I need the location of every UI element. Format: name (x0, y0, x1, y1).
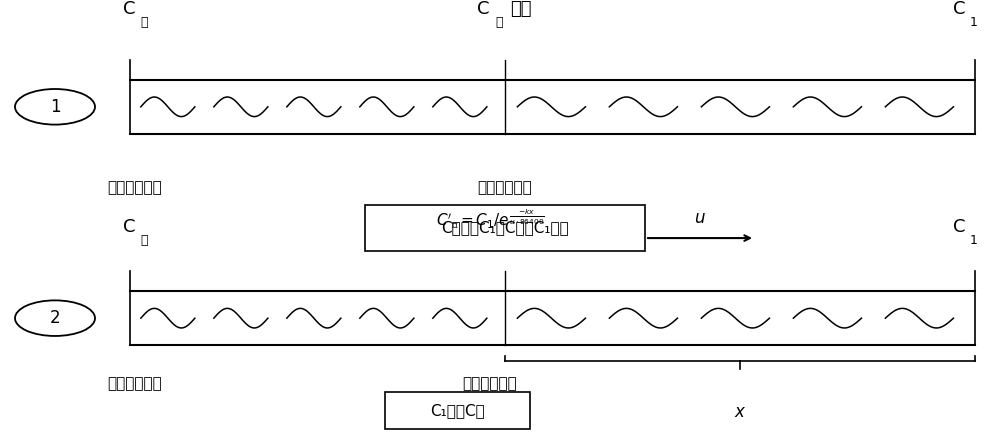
Text: C: C (478, 0, 490, 18)
Text: $C'_{\mathrm{下}} = C_1/e^{\frac{-kx}{u \cdot 86400}}$: $C'_{\mathrm{下}} = C_1/e^{\frac{-kx}{u \… (436, 207, 544, 231)
Bar (365, 205, 645, 251)
Text: C: C (952, 218, 965, 236)
Text: 1: 1 (50, 98, 60, 116)
Text: C₁优于C下: C₁优于C下 (430, 403, 485, 418)
Text: 不变: 不变 (510, 0, 532, 18)
Text: 1: 1 (970, 234, 978, 247)
Text: C: C (122, 0, 135, 18)
Text: 上游考核断面: 上游考核断面 (108, 376, 162, 391)
Bar (385, 392, 530, 429)
Text: 上: 上 (140, 234, 148, 247)
Text: 下: 下 (495, 16, 503, 29)
Text: 上游考核断面: 上游考核断面 (108, 180, 162, 195)
Text: 上: 上 (140, 16, 148, 29)
Text: $u$: $u$ (694, 209, 706, 227)
Text: $x$: $x$ (734, 403, 746, 421)
Text: 下游考核断面: 下游考核断面 (478, 180, 532, 195)
Text: 2: 2 (50, 309, 60, 327)
Text: 1: 1 (970, 16, 978, 29)
Text: C: C (122, 218, 135, 236)
Text: C: C (952, 0, 965, 18)
Text: C下优于C₁或C下与C₁相同: C下优于C₁或C下与C₁相同 (441, 221, 569, 235)
Text: 下游考核断面: 下游考核断面 (463, 376, 517, 391)
